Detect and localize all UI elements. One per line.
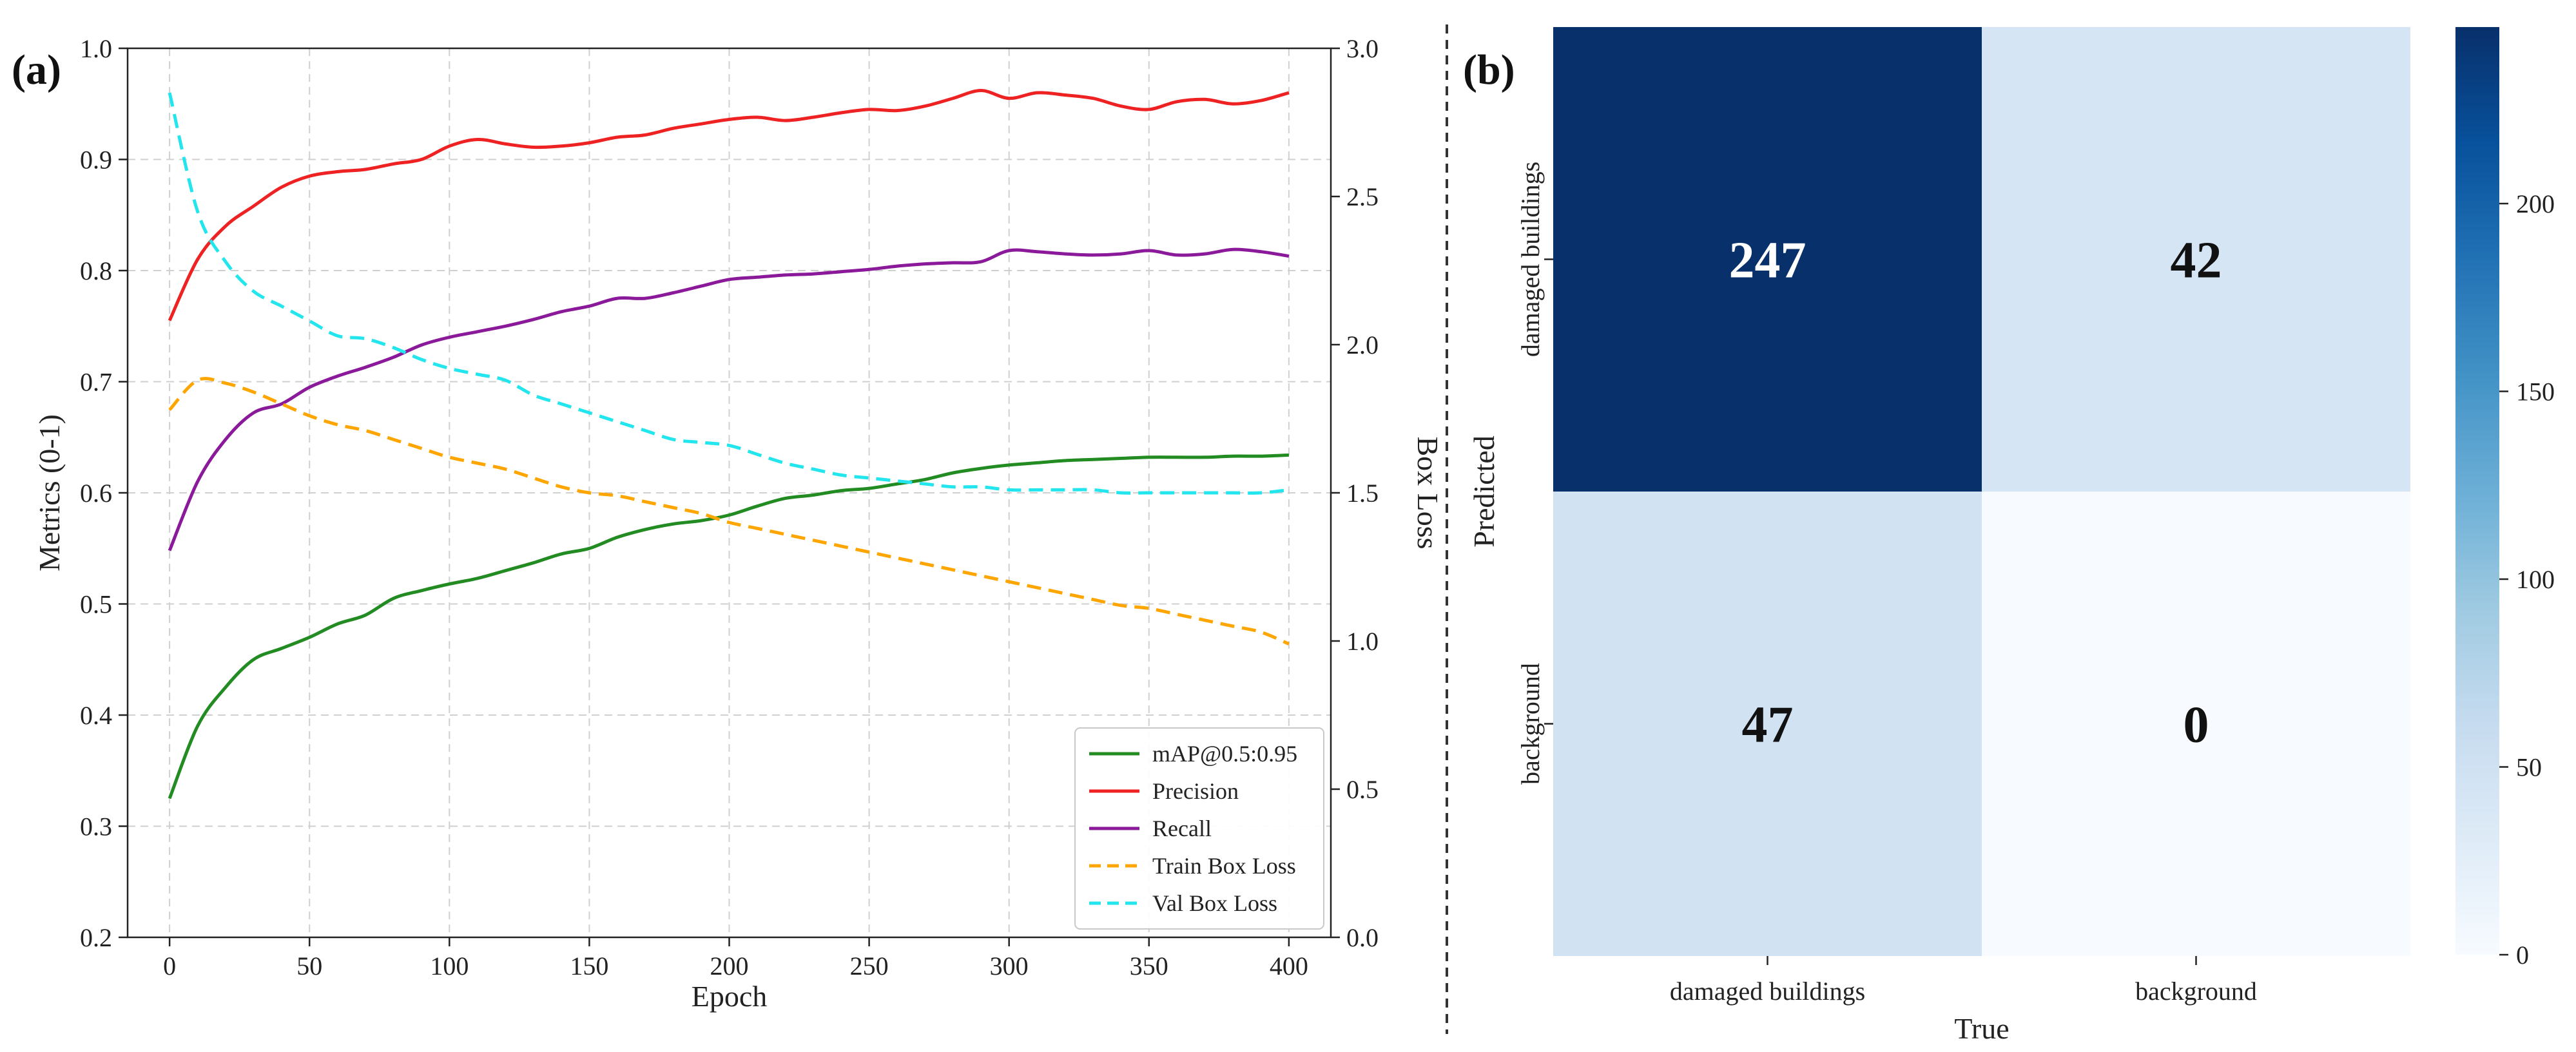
series-line-val-box-loss — [168, 92, 1290, 495]
matrix-cell — [1553, 492, 1982, 956]
panel-label-a: (a) — [12, 46, 61, 93]
cell-value: 247 — [1729, 233, 1806, 289]
cell-value: 47 — [1742, 697, 1794, 754]
y2-tick-label: 1.0 — [1346, 627, 1379, 656]
legend-label: Val Box Loss — [1152, 890, 1277, 916]
matrix-cell — [1553, 27, 1982, 492]
y-tick-label: 0.8 — [80, 256, 112, 285]
colorbar — [2455, 27, 2499, 955]
legend-box — [1074, 727, 1324, 930]
colorbar-tick-label: 200 — [2516, 189, 2555, 218]
y-tick-label: background — [1516, 663, 1545, 785]
colorbar-tick-label: 50 — [2516, 753, 2542, 782]
y-tick-label: 0.7 — [80, 368, 112, 397]
x-tick-label: 50 — [296, 952, 322, 980]
matrix-cell — [1982, 492, 2410, 956]
y-tick-label: 0.5 — [80, 590, 112, 619]
y-tick-label: 0.6 — [80, 479, 112, 508]
y2-tick-label: 1.5 — [1346, 479, 1379, 508]
series-line-precision — [168, 89, 1290, 321]
y-tick-label: 1.0 — [80, 34, 112, 63]
x-axis-label: True — [1954, 1012, 2009, 1045]
y2-tick-label: 0.0 — [1346, 923, 1379, 952]
y-axis-label: Metrics (0-1) — [33, 414, 66, 571]
series-line-recall — [168, 247, 1290, 551]
x-tick-label: 0 — [163, 952, 176, 980]
confusion-matrix: 247 42 47 0 damaged buildings background damag… — [1467, 27, 2555, 1045]
panel-label-b: (b) — [1463, 46, 1515, 93]
y2-tick-label: 0.5 — [1346, 775, 1379, 804]
x-tick-label: 250 — [850, 952, 889, 980]
matrix-cell — [1982, 27, 2410, 492]
series-line-train-box-loss — [168, 377, 1290, 646]
y2-axis-label: Box Loss — [1411, 436, 1444, 549]
cell-value: 0 — [2184, 697, 2209, 754]
y2-tick-label: 2.5 — [1346, 182, 1379, 211]
x-tick-label: damaged buildings — [1670, 977, 1865, 1006]
colorbar-tick-label: 150 — [2516, 378, 2555, 406]
y-tick-label: 0.2 — [80, 923, 112, 952]
legend-label: Train Box Loss — [1152, 853, 1296, 879]
y2-tick-label: 2.0 — [1346, 330, 1379, 359]
x-tick-label: 400 — [1270, 952, 1308, 980]
y-tick-label: 0.3 — [80, 812, 112, 841]
x-tick-label: 150 — [570, 952, 608, 980]
x-tick-label: 350 — [1130, 952, 1168, 980]
series-line-map-0-5-0-95 — [168, 453, 1289, 799]
legend-label: mAP@0.5:0.95 — [1152, 741, 1297, 767]
colorbar-tick-label: 0 — [2516, 941, 2529, 970]
x-tick-label: 100 — [430, 952, 469, 980]
legend-label: Precision — [1152, 778, 1239, 804]
x-tick-label: 300 — [990, 952, 1029, 980]
y2-tick-label: 3.0 — [1346, 34, 1379, 63]
y-axis-label: Predicted — [1467, 435, 1500, 548]
y-tick-label: damaged buildings — [1516, 162, 1545, 357]
x-tick-label: background — [2135, 977, 2257, 1006]
x-axis-label: Epoch — [692, 980, 768, 1013]
legend-label: Recall — [1152, 816, 1212, 841]
x-tick-label: 200 — [710, 952, 749, 980]
training-metrics-chart: 0 50 100 150 200 250 300 350 400 0.2 0.3 0.4 0.5 0.6 0… — [33, 34, 1444, 1013]
colorbar-tick-label: 100 — [2516, 565, 2555, 594]
y-tick-label: 0.9 — [80, 146, 112, 175]
cell-value: 42 — [2171, 233, 2222, 289]
y-tick-label: 0.4 — [80, 701, 112, 730]
